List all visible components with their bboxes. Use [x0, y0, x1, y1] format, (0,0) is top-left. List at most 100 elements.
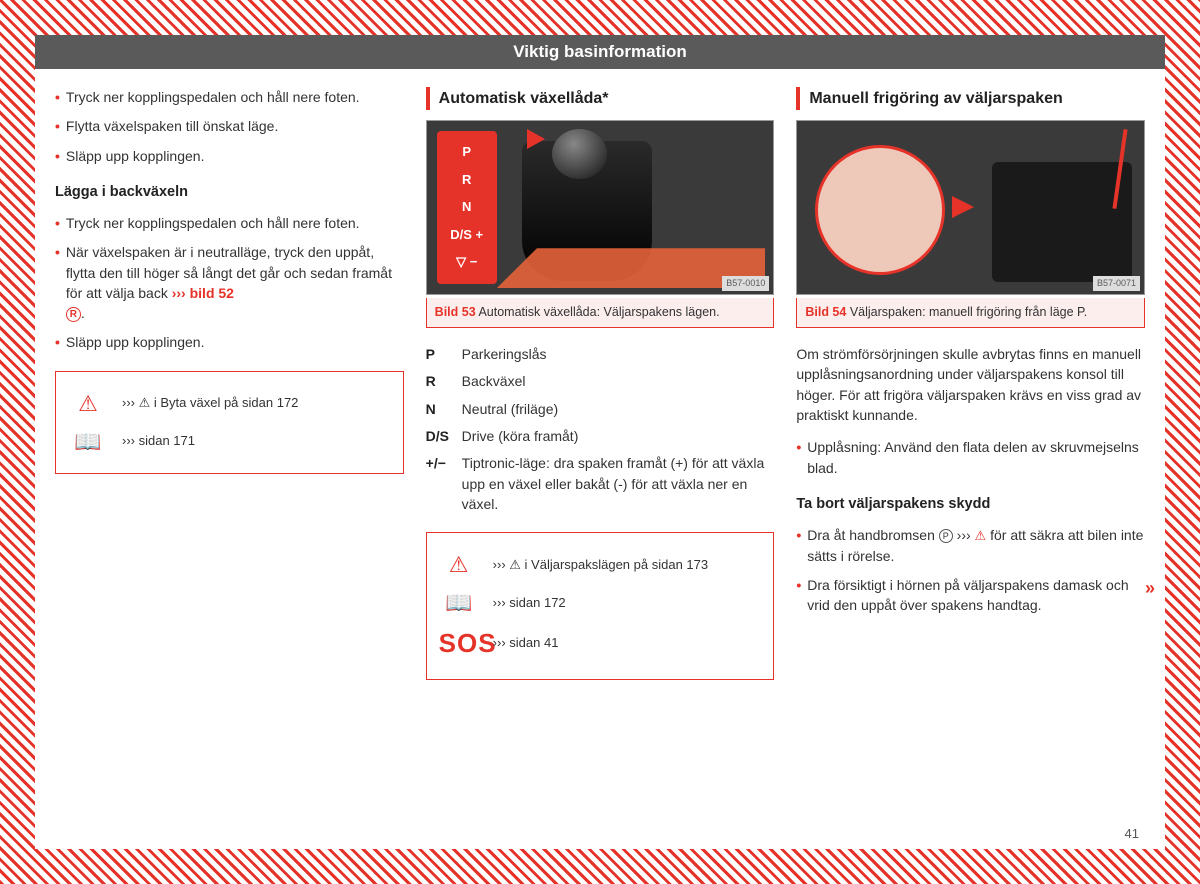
def-value: Backväxel	[462, 371, 775, 391]
bullet-dot: •	[55, 213, 60, 233]
gear-ds: D/S +	[450, 226, 483, 245]
text-part: Dra åt handbromsen	[807, 527, 939, 543]
figure-id-label: B57-0071	[1093, 276, 1140, 291]
shift-knob-graphic	[552, 129, 607, 179]
reference-box: ⚠ ››› ⚠ i Väljarspakslägen på sidan 173 …	[426, 532, 775, 679]
gear-p: P	[462, 143, 471, 162]
caption-text: Automatisk växellåda: Väljarspakens läge…	[478, 305, 719, 319]
def-key: +/−	[426, 453, 462, 514]
def-value: Parkeringslås	[462, 344, 775, 364]
def-key: N	[426, 399, 462, 419]
manual-page: Viktig basinformation • Tryck ner kopplin…	[35, 35, 1165, 849]
figure-reference: ››› bild 52	[172, 285, 234, 301]
bullet-dot: •	[796, 437, 801, 478]
book-icon: 📖	[439, 587, 479, 619]
figure-id-label: B57-0010	[722, 276, 769, 291]
figure-54: B57-0071	[796, 120, 1145, 295]
gear-r: R	[462, 171, 471, 190]
bullet-text: När växelspaken är i neutralläge, tryck …	[66, 242, 404, 323]
gear-tri-sym: ▽	[456, 254, 466, 269]
bullet-item: •Dra försiktigt i hörnen på väljarspaken…	[796, 575, 1145, 616]
bullet-item: •Upplåsning: Använd den flata delen av s…	[796, 437, 1145, 478]
gear-minus: −	[470, 254, 478, 269]
definition-row: +/−Tiptronic-läge: dra spaken framåt (+)…	[426, 453, 775, 514]
bullet-text: Tryck ner kopplingspedalen och håll nere…	[66, 87, 360, 107]
def-value: Neutral (friläge)	[462, 399, 775, 419]
def-key: D/S	[426, 426, 462, 446]
book-icon: 📖	[68, 426, 108, 458]
figure-caption: Bild 54 Väljarspaken: manuell frigöring …	[796, 298, 1145, 328]
bullet-item: • Släpp upp kopplingen.	[55, 332, 404, 352]
column-layout: • Tryck ner kopplingspedalen och håll ner…	[35, 87, 1165, 680]
arrow-icon	[527, 129, 545, 149]
reference-row: ⚠ ››› ⚠ i Väljarspakslägen på sidan 173	[439, 549, 762, 581]
bullet-dot: •	[796, 525, 801, 566]
gear-n: N	[462, 198, 471, 217]
paragraph: Om strömförsörjningen skulle avbrytas fi…	[796, 344, 1145, 425]
column-right: Manuell frigöring av väljarspaken B57-00…	[796, 87, 1145, 680]
caption-label: Bild 54	[805, 305, 846, 319]
subheading-reverse: Lägga i backväxeln	[55, 182, 404, 203]
bullet-dot: •	[55, 87, 60, 107]
r-marker-icon: R	[66, 307, 81, 322]
reference-text: ››› sidan 41	[493, 634, 559, 653]
definition-row: NNeutral (friläge)	[426, 399, 775, 419]
bullet-dot: •	[55, 146, 60, 166]
bullet-text: Släpp upp kopplingen.	[66, 146, 205, 166]
reference-row: 📖 ››› sidan 171	[68, 426, 391, 458]
bullet-item: •När växelspaken är i neutralläge, tryck…	[55, 242, 404, 323]
section-title-auto: Automatisk växellåda*	[426, 87, 775, 110]
figure-53: P R N D/S + ▽ − B57-0010	[426, 120, 775, 295]
def-value: Drive (köra framåt)	[462, 426, 775, 446]
continuation-icon: »	[1145, 575, 1155, 601]
caption-label: Bild 53	[435, 305, 476, 319]
subheading-remove-cover: Ta bort väljarspakens skydd	[796, 494, 1145, 515]
gear-plus: +	[476, 227, 484, 242]
gear-tri: ▽ −	[456, 253, 477, 272]
bullet-text: Tryck ner kopplingspedalen och håll nere…	[66, 213, 360, 233]
inline-warning-icon: ⚠	[975, 528, 987, 543]
page-number: 41	[1125, 826, 1139, 841]
console-graphic	[992, 162, 1132, 282]
caption-text: Väljarspaken: manuell frigöring från läg…	[850, 305, 1087, 319]
reference-row: 📖 ››› sidan 172	[439, 587, 762, 619]
def-key: R	[426, 371, 462, 391]
gear-ds-label: D/S	[450, 227, 472, 242]
definition-row: PParkeringslås	[426, 344, 775, 364]
gear-indicator-panel: P R N D/S + ▽ −	[437, 131, 497, 284]
text-part: ›››	[953, 527, 975, 543]
reference-text: ››› sidan 171	[122, 432, 195, 451]
page-header: Viktig basinformation	[35, 35, 1165, 69]
parking-brake-icon: P	[939, 529, 953, 543]
def-key: P	[426, 344, 462, 364]
bullet-dot: •	[796, 575, 801, 616]
definition-row: D/SDrive (köra framåt)	[426, 426, 775, 446]
bullet-text: Släpp upp kopplingen.	[66, 332, 205, 352]
bullet-text: Flytta växelspaken till önskat läge.	[66, 116, 278, 136]
bullet-item: • Släpp upp kopplingen.	[55, 146, 404, 166]
bullet-dot: •	[55, 242, 60, 323]
bullet-item: • Tryck ner kopplingspedalen och håll ner…	[55, 213, 404, 233]
column-left: • Tryck ner kopplingspedalen och håll ner…	[55, 87, 404, 680]
definition-row: RBackväxel	[426, 371, 775, 391]
warning-triangle-icon: ⚠	[68, 388, 108, 420]
reference-text: ››› ⚠ i Byta växel på sidan 172	[122, 394, 298, 413]
bullet-text: Dra försiktigt i hörnen på väljarspakens…	[807, 575, 1145, 616]
arrow-icon	[952, 196, 974, 218]
sos-icon: SOS	[439, 625, 479, 663]
reference-row: SOS ››› sidan 41	[439, 625, 762, 663]
column-middle: Automatisk växellåda* P R N D/S + ▽ − B5…	[426, 87, 775, 680]
detail-circle-graphic	[815, 145, 945, 275]
reference-text: ››› ⚠ i Väljarspakslägen på sidan 173	[493, 556, 708, 575]
reference-text: ››› sidan 172	[493, 594, 566, 613]
bullet-item: •Dra åt handbromsen P ››› ⚠ för att säkr…	[796, 525, 1145, 566]
reference-box: ⚠ ››› ⚠ i Byta växel på sidan 172 📖 ››› …	[55, 371, 404, 475]
bullet-item: •Flytta växelspaken till önskat läge.	[55, 116, 404, 136]
figure-caption: Bild 53 Automatisk växellåda: Väljarspak…	[426, 298, 775, 328]
warning-triangle-icon: ⚠	[439, 549, 479, 581]
bullet-dot: •	[55, 332, 60, 352]
section-title-manual: Manuell frigöring av väljarspaken	[796, 87, 1145, 110]
bullet-item: • Tryck ner kopplingspedalen och håll ner…	[55, 87, 404, 107]
bullet-text: Dra åt handbromsen P ››› ⚠ för att säkra…	[807, 525, 1145, 566]
bullet-text: Upplåsning: Använd den flata delen av sk…	[807, 437, 1145, 478]
